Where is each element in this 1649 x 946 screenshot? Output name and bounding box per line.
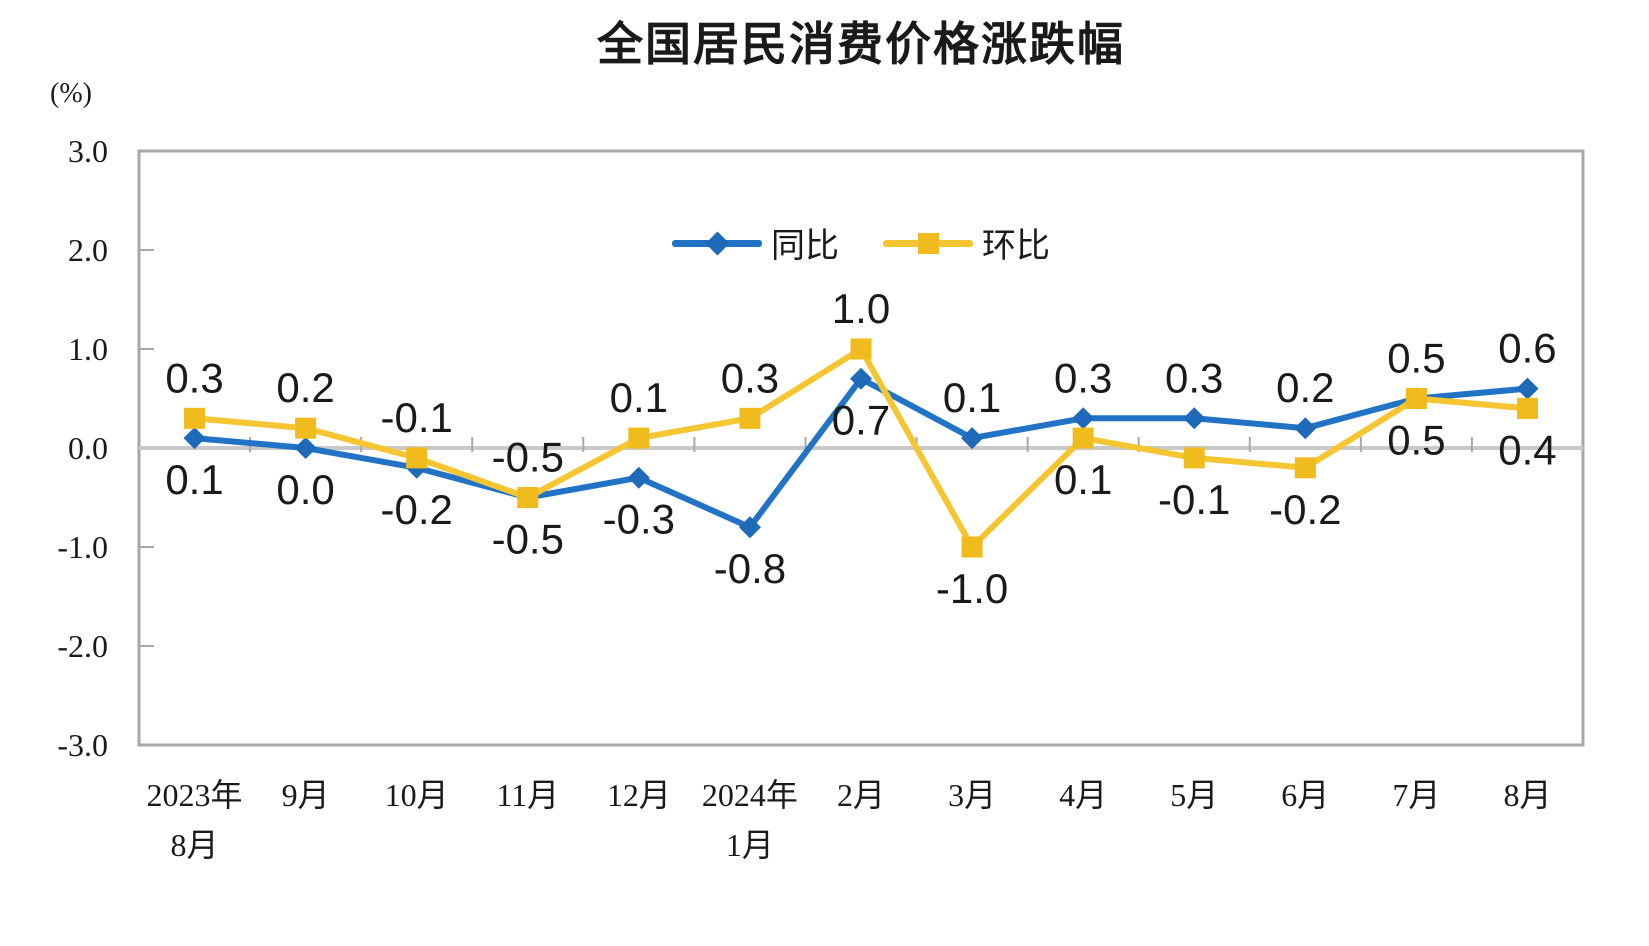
data-label-环比-4: 0.1 [610, 374, 668, 421]
data-label-同比-8: 0.3 [1054, 354, 1112, 401]
data-point-同比-8 [1072, 407, 1095, 430]
legend-label-yoy: 同比 [771, 227, 839, 265]
data-label-同比-4: -0.3 [603, 496, 675, 543]
data-point-环比-7 [961, 536, 983, 558]
x-axis-label: 2月 [837, 777, 885, 813]
data-point-同比-5 [738, 516, 761, 539]
data-label-同比-9: 0.3 [1165, 354, 1223, 401]
data-label-环比-12: 0.4 [1498, 426, 1556, 473]
data-point-环比-10 [1294, 457, 1316, 479]
data-point-同比-0 [183, 427, 206, 450]
x-axis-label: 11月 [496, 777, 559, 813]
y-axis-tick-label: -2.0 [57, 628, 108, 664]
data-point-环比-9 [1183, 447, 1205, 469]
y-axis-tick-label: 3.0 [68, 133, 108, 169]
x-axis-label: 8月 [171, 827, 219, 863]
data-label-环比-6: 1.0 [832, 285, 890, 332]
x-axis-label: 1月 [726, 827, 774, 863]
data-label-同比-1: 0.0 [276, 466, 334, 513]
data-point-同比-12 [1516, 377, 1539, 400]
data-point-同比-7 [961, 427, 984, 450]
data-label-同比-10: 0.2 [1276, 364, 1334, 411]
data-point-环比-11 [1405, 388, 1427, 409]
data-label-同比-0: 0.1 [165, 456, 223, 503]
y-axis-tick-label: -3.0 [57, 727, 108, 763]
data-label-环比-2: -0.1 [381, 394, 453, 441]
y-axis-tick-label: -1.0 [57, 529, 108, 565]
legend-label-mom: 环比 [982, 227, 1050, 265]
data-label-环比-7: -1.0 [936, 565, 1008, 612]
legend: 同比 环比 [139, 218, 1583, 267]
y-axis-tick-label: 0.0 [68, 430, 108, 466]
square-marker-icon [918, 232, 939, 254]
chart-title: 全国居民消费价格涨跌幅 [597, 18, 1125, 70]
y-axis-tick-label: 2.0 [68, 232, 108, 268]
x-axis-label: 5月 [1170, 777, 1218, 813]
data-point-环比-0 [184, 407, 206, 429]
data-label-环比-1: 0.2 [276, 364, 334, 411]
data-point-环比-8 [1072, 427, 1094, 449]
mom-line-sample [883, 224, 973, 262]
y-axis-unit-label: (%) [50, 78, 92, 109]
data-point-环比-3 [517, 487, 539, 508]
data-label-环比-9: -0.1 [1158, 476, 1230, 523]
data-point-同比-4 [627, 466, 650, 489]
x-axis-label: 10月 [385, 777, 449, 813]
data-point-环比-5 [739, 407, 761, 429]
x-axis-label: 3月 [948, 777, 996, 813]
data-label-同比-2: -0.2 [381, 486, 453, 533]
data-label-环比-11: 0.5 [1387, 417, 1445, 464]
x-axis-label: 12月 [607, 777, 671, 813]
legend-item-mom: 环比 [883, 218, 1050, 267]
data-label-环比-8: 0.1 [1054, 456, 1112, 503]
data-label-同比-5: -0.8 [714, 545, 786, 592]
data-point-同比-9 [1183, 407, 1206, 430]
x-axis-label: 2024年 [702, 777, 798, 813]
x-axis-label: 4月 [1059, 777, 1107, 813]
data-label-同比-6: 0.7 [832, 397, 890, 444]
data-point-同比-6 [850, 367, 872, 390]
data-point-同比-10 [1294, 417, 1317, 440]
data-label-同比-7: 0.1 [943, 374, 1001, 421]
data-label-环比-5: 0.3 [721, 354, 779, 401]
data-point-环比-1 [295, 417, 317, 439]
data-label-同比-11: 0.5 [1387, 335, 1445, 382]
data-point-同比-1 [294, 437, 317, 459]
data-point-环比-4 [628, 427, 650, 449]
y-axis-tick-label: 1.0 [68, 331, 108, 367]
data-label-同比-3: -0.5 [492, 516, 564, 563]
x-axis-label: 9月 [282, 777, 330, 813]
data-point-环比-2 [406, 447, 428, 469]
x-axis-label: 8月 [1503, 777, 1551, 813]
data-label-环比-3: -0.5 [492, 434, 564, 481]
data-point-环比-6 [850, 338, 872, 360]
data-label-环比-10: -0.2 [1269, 486, 1341, 533]
x-axis-label: 7月 [1392, 777, 1440, 813]
legend-item-yoy: 同比 [672, 218, 839, 267]
data-label-环比-0: 0.3 [165, 354, 223, 401]
yoy-line-sample [672, 224, 762, 262]
x-axis-label: 2023年 [147, 777, 243, 813]
data-label-同比-12: 0.6 [1498, 325, 1556, 372]
x-axis-label: 6月 [1281, 777, 1329, 813]
data-point-环比-12 [1516, 397, 1538, 419]
